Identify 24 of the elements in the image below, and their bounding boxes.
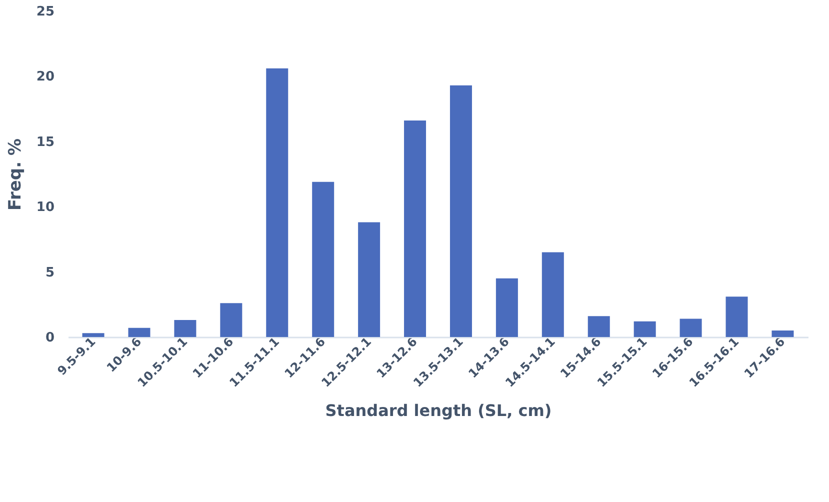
y-tick-label: 20: [36, 70, 54, 85]
bar: [542, 252, 564, 337]
bar: [82, 333, 104, 337]
bar: [128, 328, 150, 337]
bar: [358, 222, 380, 337]
bar: [772, 330, 794, 337]
y-tick-label: 0: [45, 330, 54, 346]
bar: [680, 318, 702, 337]
y-tick-label: 5: [45, 265, 54, 280]
bar: [174, 320, 196, 337]
y-axis-title: Freq. %: [5, 138, 26, 211]
y-tick-label: 15: [36, 134, 54, 150]
y-tick-label: 10: [36, 200, 54, 216]
bar: [634, 321, 656, 337]
x-axis-title: Standard length (SL, cm): [325, 401, 552, 420]
bar: [220, 303, 242, 337]
bar: [450, 85, 472, 337]
bar: [496, 278, 518, 337]
y-tick-label: 25: [36, 4, 54, 20]
bar: [312, 182, 334, 337]
bar: [266, 68, 288, 337]
bar: [588, 316, 610, 337]
bar: [726, 296, 748, 337]
bar: [404, 120, 426, 337]
